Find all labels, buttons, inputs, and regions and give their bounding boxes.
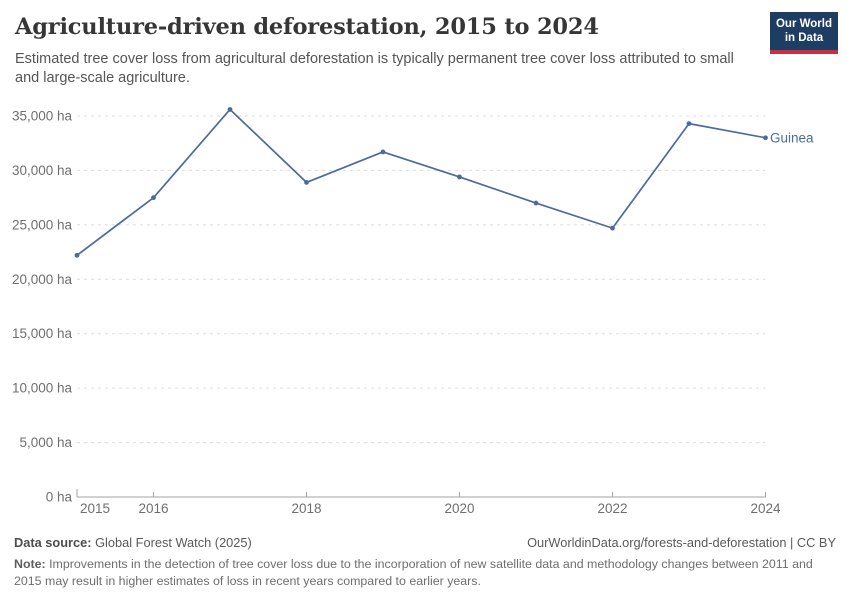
data-point-2022[interactable] [610, 225, 615, 231]
y-tick-label: 35,000 ha [12, 109, 73, 124]
note-label: Note: [14, 557, 46, 571]
owid-logo: Our World in Data [770, 12, 838, 54]
y-tick-label: 30,000 ha [12, 163, 73, 178]
x-tick-label: 2018 [291, 501, 321, 516]
x-tick-label: 2016 [138, 501, 168, 516]
data-point-2015[interactable] [74, 252, 80, 258]
data-point-2017[interactable] [227, 107, 233, 112]
data-point-2019[interactable] [380, 149, 386, 155]
x-tick-label: 2022 [597, 501, 627, 516]
y-tick-label: 0 ha [46, 490, 73, 505]
data-point-2023[interactable] [686, 121, 692, 127]
chart-footer: Data source: Global Forest Watch (2025) … [14, 535, 836, 589]
y-tick-label: 10,000 ha [12, 381, 73, 396]
x-tick-label: 2020 [444, 501, 474, 516]
series-line-guinea[interactable] [76, 108, 767, 257]
chart-header: Agriculture-driven deforestation, 2015 t… [15, 14, 835, 88]
owid-logo-line2: in Data [784, 32, 824, 45]
y-tick-label: 20,000 ha [12, 272, 73, 287]
data-source-value: Global Forest Watch (2025) [91, 535, 252, 550]
series-label-guinea: Guinea [770, 130, 814, 145]
data-point-2020[interactable] [457, 174, 462, 180]
y-tick-label: 15,000 ha [12, 326, 73, 341]
x-tick-label: 2015 [80, 501, 110, 516]
y-tick-label: 5,000 ha [19, 435, 72, 450]
data-point-2024[interactable] [763, 135, 768, 141]
page-title: Agriculture-driven deforestation, 2015 t… [15, 14, 599, 40]
attribution: OurWorldinData.org/forests-and-deforesta… [527, 535, 836, 550]
x-tick-label: 2024 [750, 501, 781, 516]
data-point-2021[interactable] [533, 200, 539, 206]
chart-subtitle: Estimated tree cover loss from agricultu… [15, 51, 734, 87]
note-value: Improvements in the detection of tree co… [14, 557, 813, 588]
data-source-label: Data source: [14, 535, 92, 550]
y-tick-label: 25,000 ha [12, 217, 73, 232]
owid-logo-line1: Our World [775, 18, 832, 30]
chart-note: Note: Improvements in the detection of t… [14, 556, 836, 589]
data-point-2018[interactable] [304, 180, 309, 185]
data-source: Data source: Global Forest Watch (2025) [14, 535, 252, 550]
data-point-2016[interactable] [151, 195, 156, 201]
